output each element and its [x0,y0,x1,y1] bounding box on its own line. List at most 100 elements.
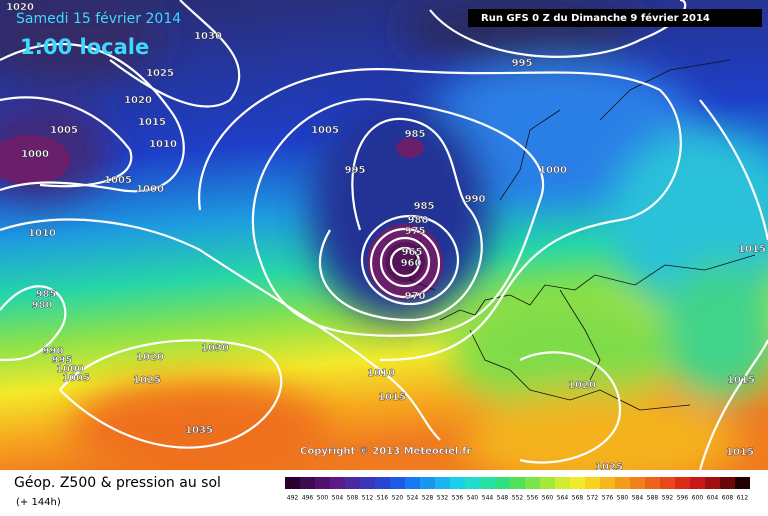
scale-label: 504 [332,495,344,502]
scale-label: 580 [617,495,629,502]
scale-swatch [555,477,570,489]
lead-time: (+ 144h) [16,497,61,508]
scale-swatch [330,477,345,489]
isobar-label: 1020 [568,380,596,391]
scale-swatch [585,477,600,489]
isobar-label: 1015 [738,244,766,255]
scale-label: 524 [407,495,419,502]
isobar-label: 1005 [311,125,339,136]
isobar-label: 980 [408,215,429,226]
scale-swatch [525,477,540,489]
scale-label: 556 [527,495,539,502]
scale-label: 500 [317,495,329,502]
isobars [0,0,768,470]
scale-swatch [540,477,555,489]
isobar-label: 1025 [595,462,623,473]
scale-label: 520 [392,495,404,502]
scale-swatch [420,477,435,489]
scale-label: 564 [557,495,569,502]
isobar-label: 1035 [185,425,213,436]
isobar-label: 985 [405,129,426,140]
scale-label: 560 [542,495,554,502]
isobar-label: 1000 [56,364,84,375]
isobar-label: 1025 [146,68,174,79]
isobar-label: 1020 [124,95,152,106]
isobar-label: 1010 [28,228,56,239]
isobar-label: 1020 [136,352,164,363]
isobar-label: 1020 [6,2,34,13]
scale-label: 552 [512,495,524,502]
scale-swatch [345,477,360,489]
scale-label: 604 [707,495,719,502]
isobar-label: 1015 [138,117,166,128]
forecast-time: 1:00 locale [20,35,149,59]
scale-swatch [570,477,585,489]
isobar-label: 990 [43,346,64,357]
isobar-label: 995 [512,58,533,69]
scale-swatch [675,477,690,489]
isobar-label: 1000 [136,184,164,195]
scale-swatch [450,477,465,489]
scale-label: 584 [632,495,644,502]
isobar-label: 1015 [726,447,754,458]
scale-swatch [465,477,480,489]
scale-label: 576 [602,495,614,502]
scale-label: 600 [692,495,704,502]
field-shading [0,0,768,490]
isobar-label: 1010 [149,139,177,150]
scale-label: 516 [377,495,389,502]
scale-label: 528 [422,495,434,502]
copyright: Copyright © 2013 Meteociel.fr [300,446,471,457]
map: 1020103010251020101510051010100010051000… [0,0,768,490]
footer-title: Géop. Z500 & pression au sol [14,475,221,491]
scale-swatch [615,477,630,489]
scale-label: 508 [347,495,359,502]
scale-swatch [645,477,660,489]
run-box [468,9,762,27]
scale-label: 532 [437,495,449,502]
isobar-label: 1005 [62,373,90,384]
isobar-label: 995 [345,165,366,176]
scale-label: 596 [677,495,689,502]
run-info: Run GFS 0 Z du Dimanche 9 février 2014 [481,12,710,24]
isobar-label: 1010 [367,368,395,379]
scale-swatch [405,477,420,489]
scale-swatch [600,477,615,489]
scale-swatch [735,477,750,489]
scale-label: 496 [302,495,314,502]
color-scale: 492 496 500 504 508 512 516 520 524 528 532 536 540 5… [285,477,750,502]
low-core [396,138,424,158]
isobar-label: 1015 [727,375,755,386]
scale-swatch [510,477,525,489]
isobar-label: 1025 [133,375,161,386]
isobar-labels: 1020103010251020101510051010100010051000… [6,2,766,473]
isobar-label: 985 [414,201,435,212]
isobar-label: 975 [405,226,426,237]
forecast-date: Samedi 15 février 2014 [16,11,181,27]
scale-label: 568 [572,495,584,502]
scale-swatch [660,477,675,489]
scale-label: 612 [737,495,749,502]
isobar-label: 1030 [201,343,229,354]
isobar-label: 995 [52,355,73,366]
isobar-label: 1015 [378,392,406,403]
low-core [0,135,70,185]
scale-swatch [375,477,390,489]
scale-label: 572 [587,495,599,502]
scale-label: 588 [647,495,659,502]
scale-label: 592 [662,495,674,502]
scale-swatch [720,477,735,489]
isobar-label: 1005 [104,175,132,186]
isobar-label: 990 [465,194,486,205]
isobar-label: 970 [405,291,426,302]
scale-swatch [630,477,645,489]
isobar-label: 1000 [21,149,49,160]
scale-swatch [285,477,300,489]
isobar-label: 960 [401,258,422,269]
isobar-label: 985 [36,289,57,300]
scale-label: 548 [497,495,509,502]
isobar-label: 965 [402,247,423,258]
scale-swatch [390,477,405,489]
scale-swatch [300,477,315,489]
